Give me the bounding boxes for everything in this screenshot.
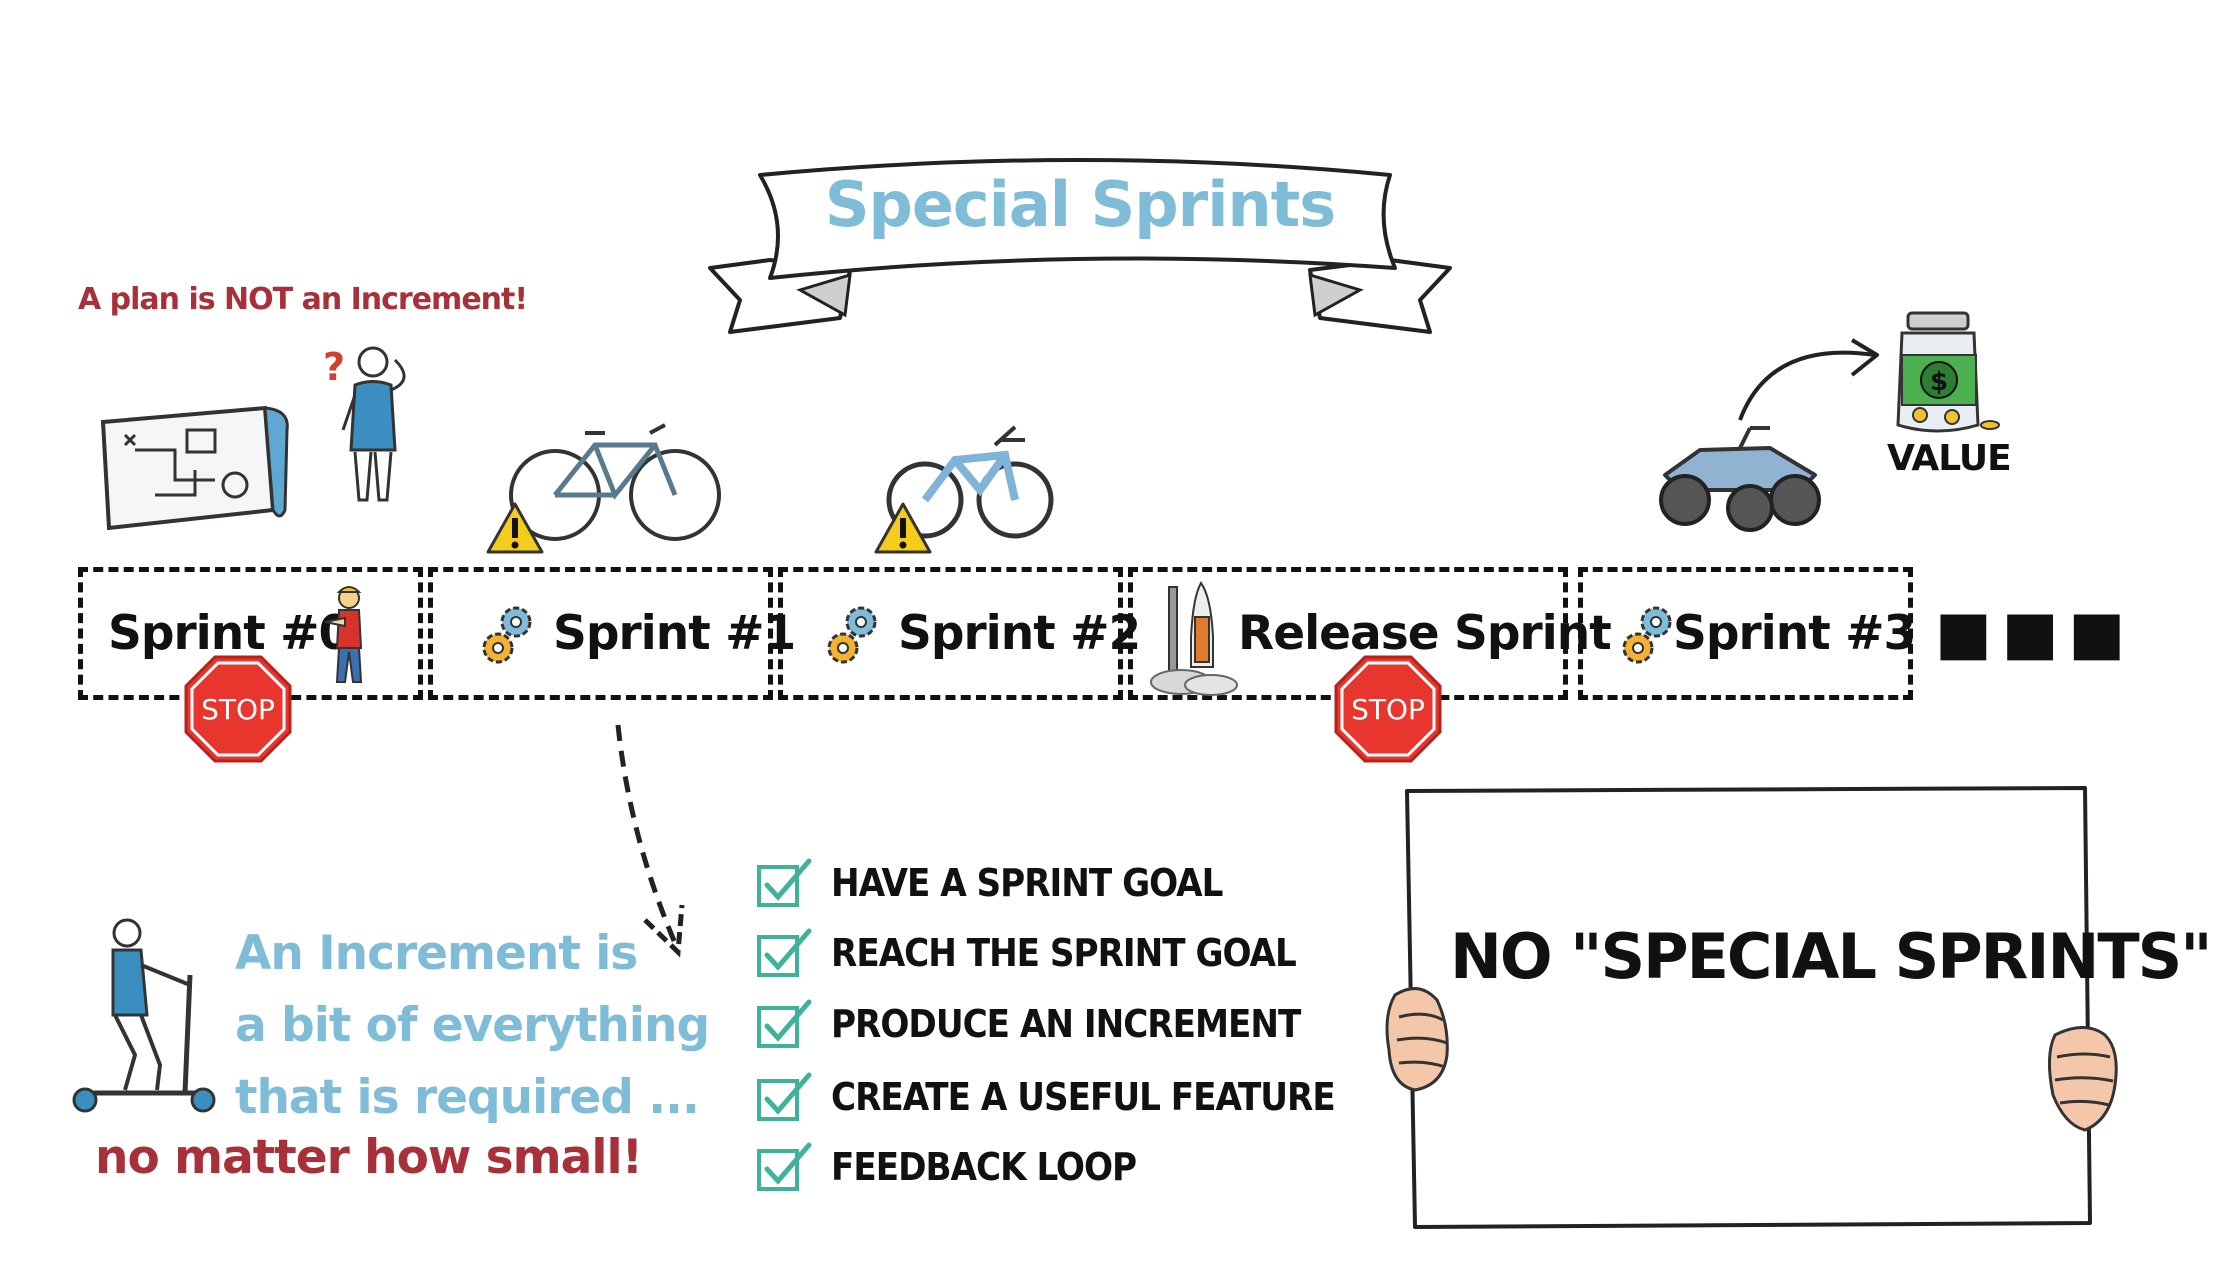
gears-icon xyxy=(1622,606,1672,664)
sprint-label: Sprint #3 xyxy=(1673,606,1916,661)
continuation-dots: ■■■ xyxy=(1935,598,2136,668)
stop-label: STOP xyxy=(1351,693,1425,726)
stop-label: STOP xyxy=(201,693,275,726)
checkbox-checked-icon xyxy=(757,858,812,907)
sprint-label: Sprint #2 xyxy=(898,606,1141,661)
gears-icon xyxy=(482,606,532,664)
increment-line: that is required ... xyxy=(235,1070,700,1125)
checklist-item: PRODUCE AN INCREMENT xyxy=(755,994,1301,1054)
banner-ribbon-icon xyxy=(708,158,1452,334)
sign-board-icon xyxy=(1385,786,2118,1229)
value-label: VALUE xyxy=(1887,438,2012,479)
checklist-label: PRODUCE AN INCREMENT xyxy=(831,1002,1301,1046)
atv-icon xyxy=(1650,420,1830,535)
svg-text:?: ? xyxy=(323,345,345,389)
increment-line: An Increment is xyxy=(235,926,638,981)
warning-icon xyxy=(485,500,545,555)
increment-line: a bit of everything xyxy=(235,998,710,1053)
sprint-box-2: Sprint #2 xyxy=(778,567,1141,700)
checkbox-checked-icon xyxy=(757,1142,812,1191)
checkbox-checked-icon xyxy=(757,928,812,977)
plan-map-icon xyxy=(95,400,295,531)
checklist-item: HAVE A SPRINT GOAL xyxy=(755,853,1223,913)
sprint-label: Release Sprint xyxy=(1238,606,1612,661)
sprint-box-1: Sprint #1 xyxy=(428,567,796,700)
svg-text:$: $ xyxy=(1930,367,1948,397)
increment-emphasis: no matter how small! xyxy=(95,1130,643,1185)
sign-text: NO "SPECIAL SPRINTS" xyxy=(1450,920,2213,993)
checkbox-checked-icon xyxy=(757,999,812,1048)
checklist-label: HAVE A SPRINT GOAL xyxy=(831,861,1223,905)
sign-board: NO "SPECIAL SPRINTS" xyxy=(1385,785,2213,1230)
page-title: Special Sprints xyxy=(824,168,1336,241)
dashed-arrow-icon xyxy=(600,720,700,960)
money-jar-icon: $ xyxy=(1890,305,2005,440)
sprint-box-4: Sprint #3 xyxy=(1578,567,1916,700)
checklist-label: CREATE A USEFUL FEATURE xyxy=(831,1075,1336,1119)
confused-person-icon: ? xyxy=(315,340,425,530)
stop-sign-icon: STOP xyxy=(1333,654,1443,764)
sprint-label: Sprint #0 xyxy=(108,606,351,661)
sprint-label: Sprint #1 xyxy=(553,606,796,661)
rocket-launch-icon xyxy=(1150,581,1238,696)
checklist-label: FEEDBACK LOOP xyxy=(831,1145,1137,1189)
checklist-item: FEEDBACK LOOP xyxy=(755,1137,1137,1197)
value-arrow-icon xyxy=(1730,320,1890,430)
warning-icon xyxy=(873,500,933,555)
checklist-item: CREATE A USEFUL FEATURE xyxy=(755,1067,1336,1127)
builder-icon xyxy=(324,586,363,683)
checklist-label: REACH THE SPRINT GOAL xyxy=(831,931,1297,975)
checklist-item: REACH THE SPRINT GOAL xyxy=(755,923,1297,983)
bicycle-icon xyxy=(505,415,725,545)
stop-sign-icon: STOP xyxy=(183,654,293,764)
scooter-person-icon xyxy=(65,915,225,1115)
title-banner xyxy=(700,150,1460,340)
increment-text: An Increment is a bit of everything that… xyxy=(235,918,710,1134)
motorcycle-icon xyxy=(885,415,1055,545)
checkbox-checked-icon xyxy=(757,1072,812,1121)
checklist: HAVE A SPRINT GOAL REACH THE SPRINT GOAL… xyxy=(755,853,1336,1213)
plan-note: A plan is NOT an Increment! xyxy=(78,282,528,317)
gears-icon xyxy=(827,606,877,664)
